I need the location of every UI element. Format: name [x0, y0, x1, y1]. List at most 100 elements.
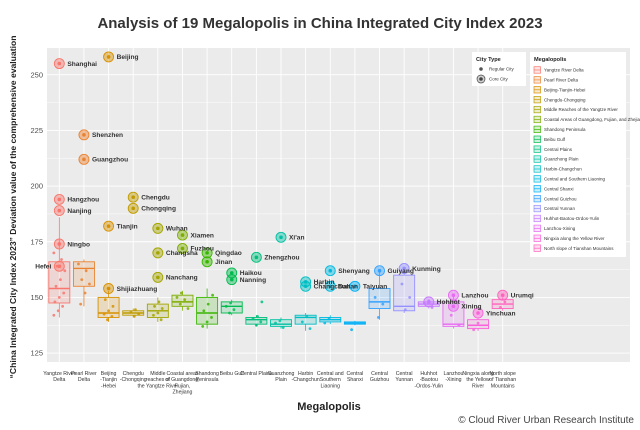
x-tick-label: Shandong Peninsula	[195, 371, 219, 383]
city-type-legend: City Type Regular City Core City	[472, 52, 526, 86]
x-tick-label: Central Yunnan	[395, 371, 413, 383]
regular-city-point	[106, 318, 109, 322]
legend-label: Ningxia along the Yellow River	[544, 236, 605, 241]
regular-city-point	[102, 312, 106, 316]
core-city-center	[402, 266, 406, 271]
core-city-center	[57, 61, 62, 66]
regular-city-point	[254, 323, 258, 327]
x-tick-line: Central	[396, 371, 413, 377]
x-tick-label: Beibu Gulf	[220, 371, 245, 377]
core-city-key-center	[479, 77, 483, 81]
core-city-label: Fuzhou	[190, 246, 213, 253]
core-city-center	[229, 277, 234, 282]
regular-city-point	[137, 312, 141, 316]
x-tick-label: Pearl River Delta	[71, 371, 97, 383]
x-tick-line: Liaoning	[320, 383, 340, 389]
core-city-center	[279, 235, 283, 240]
regular-city-point	[107, 309, 110, 313]
regular-city-point	[178, 302, 182, 306]
legend-label: Shandong Peninsula	[544, 127, 586, 132]
x-tick-line: reaches of	[146, 377, 171, 383]
box-iqr	[442, 301, 465, 327]
x-tick-line: Middle	[150, 371, 165, 377]
x-tick-line: Coastal areas	[166, 371, 198, 377]
x-tick-line: Lanzhou	[443, 371, 463, 377]
regular-city-point	[499, 306, 502, 309]
regular-city-point	[52, 251, 56, 255]
x-tick-line: -Changchun	[291, 377, 319, 383]
x-tick-label: Middle reaches of the Yangtze River	[137, 371, 178, 389]
regular-city-point	[430, 306, 434, 309]
legend-label: Pearl River Delta	[544, 78, 579, 83]
x-tick-line: -Ordos-Yulin	[414, 383, 443, 389]
x-axis-title: Megalopolis	[297, 401, 361, 413]
legend-label: Central Shanxi	[544, 186, 574, 191]
core-city-label: Hangzhou	[67, 197, 99, 204]
city-type-legend-title: City Type	[476, 57, 501, 63]
x-tick-label: Huhhot -Baotou -Ordos-Yulin	[414, 371, 443, 389]
core-city-center	[205, 259, 209, 264]
regular-city-point	[129, 310, 133, 314]
core-city-center	[205, 251, 209, 255]
regular-city-point	[77, 262, 80, 266]
x-tick-line: Fujian,	[175, 383, 191, 389]
x-tick-line: of Tianshan	[489, 377, 516, 383]
legend-label: Lanzhou-Xining	[544, 226, 576, 231]
core-city-points	[53, 51, 509, 319]
x-tick-line: Beibu Gulf	[220, 371, 245, 377]
regular-city-point	[281, 326, 285, 329]
x-tick-line: River	[472, 383, 484, 389]
core-city-center	[156, 226, 160, 231]
core-city-label: Hohhot	[437, 299, 461, 306]
regular-city-point	[408, 296, 412, 299]
x-tick-line: of Guangdong,	[165, 377, 199, 383]
x-tick-label: Guanzhong Plain	[268, 371, 295, 383]
x-tick-line: Central and	[317, 371, 344, 377]
legend-label: Guanzhong Plain	[544, 157, 579, 162]
regular-city-point	[228, 311, 231, 315]
regular-city-point	[403, 308, 407, 312]
legend-label: Huhhot-Baotou-Ordos-Yulin	[544, 216, 600, 221]
regular-city-point	[110, 314, 114, 318]
core-city-label: Yinchuan	[486, 310, 515, 317]
x-tick-line: the Yangtze River	[137, 383, 178, 389]
regular-city-point	[53, 300, 57, 304]
legend-label: Coastal Areas of Guangdong, Fujian, and …	[544, 117, 640, 122]
box-iqr	[245, 317, 268, 325]
regular-city-point	[211, 293, 215, 297]
x-tick-line: -Tianjin	[100, 377, 117, 383]
legend-label: Central Plains	[544, 147, 573, 152]
regular-city-point	[305, 314, 309, 318]
y-tick-label: 150	[30, 293, 43, 302]
regular-city-point	[400, 282, 404, 286]
regular-city-point	[88, 282, 91, 286]
core-city-label: Changchun	[314, 284, 350, 291]
regular-city-point	[83, 291, 87, 295]
core-city-center	[57, 208, 62, 213]
regular-city-point	[132, 314, 136, 318]
core-city-center	[57, 197, 62, 202]
box-iqr	[97, 296, 120, 318]
core-city-label: Taiyuan	[363, 284, 387, 291]
core-city-center	[106, 286, 111, 291]
x-tick-line: Delta	[53, 377, 65, 383]
legend-label: Beibu Gulf	[544, 137, 566, 142]
core-city-label: Changsha	[166, 250, 198, 257]
core-city-center	[156, 275, 160, 280]
core-city-label: Shenzhen	[92, 132, 123, 139]
regular-city-point	[377, 316, 380, 319]
regular-city-point	[160, 307, 164, 310]
x-tick-label: Ningxia along the Yellow River	[462, 371, 494, 389]
core-city-label: Guiyang	[388, 268, 414, 275]
regular-city-point	[205, 320, 209, 324]
core-city-label: Xining	[461, 304, 481, 311]
regular-city-point	[476, 321, 480, 325]
legend-label: Harbin-Changchun	[544, 167, 582, 172]
x-tick-line: Huhhot	[420, 371, 437, 377]
regular-city-point	[449, 313, 453, 317]
regular-city-point	[256, 314, 259, 318]
regular-city-point	[157, 300, 161, 304]
regular-city-point	[156, 311, 160, 315]
x-tick-line: Harbin	[298, 371, 313, 377]
x-tick-line: Delta	[78, 377, 90, 383]
